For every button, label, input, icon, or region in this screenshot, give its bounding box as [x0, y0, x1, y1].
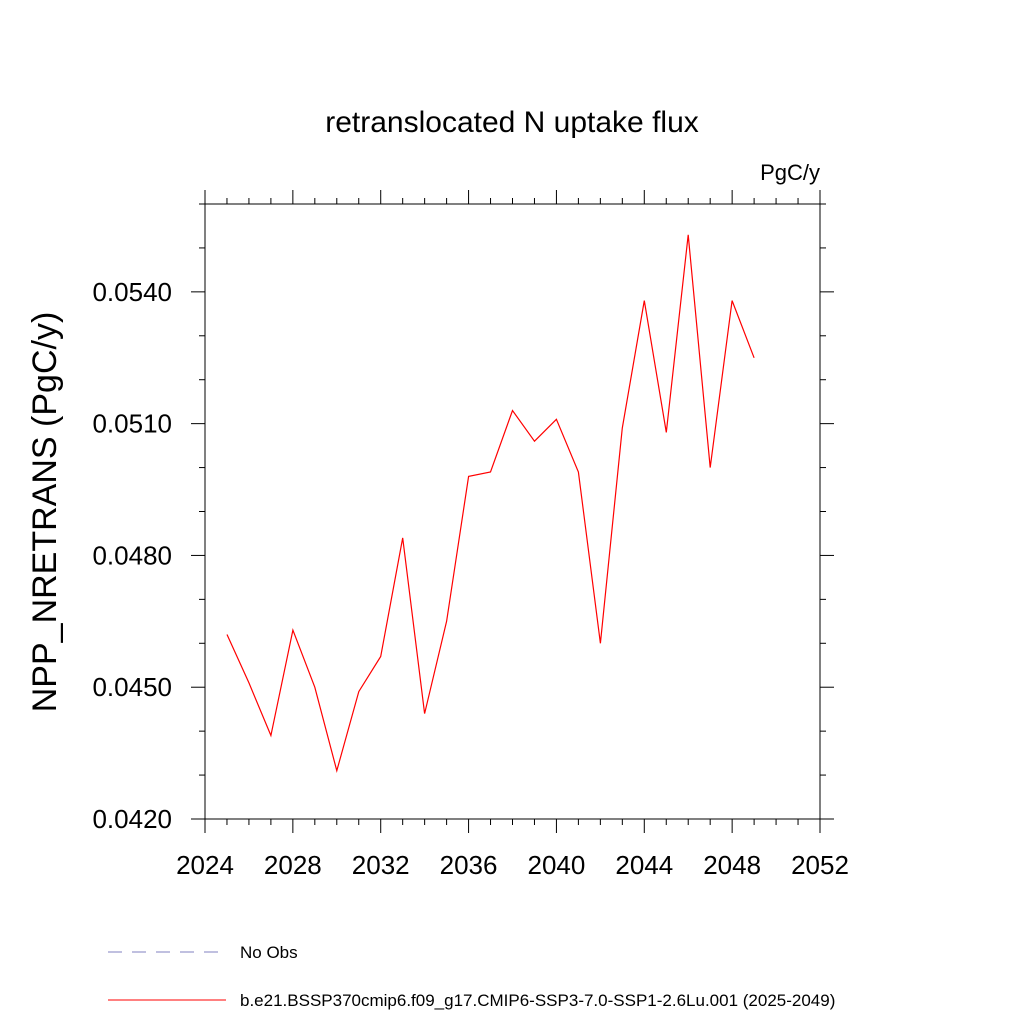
y-axis-label: NPP_NRETRANS (PgC/y) [26, 312, 64, 713]
tick-labels: 2024 2028 2032 2036 2040 2044 2048 2052 0.0420 0.… [92, 277, 848, 880]
y-tick-label: 0.0450 [92, 672, 172, 702]
x-tick-label: 2032 [352, 850, 410, 880]
x-tick-label: 2036 [440, 850, 498, 880]
legend-label: b.e21.BSSP370cmip6.f09_g17.CMIP6-SSP3-7.… [240, 991, 835, 1010]
y-tick-label: 0.0420 [92, 804, 172, 834]
y-tick-label: 0.0480 [92, 540, 172, 570]
x-tick-label: 2040 [528, 850, 586, 880]
x-tick-label: 2048 [703, 850, 761, 880]
x-tick-label: 2052 [791, 850, 849, 880]
plot-frame [204, 203, 821, 820]
y-tick-label: 0.0540 [92, 277, 172, 307]
axis-ticks [191, 190, 834, 833]
legend: No Obs b.e21.BSSP370cmip6.f09_g17.CMIP6-S… [108, 943, 835, 1010]
x-tick-label: 2028 [264, 850, 322, 880]
x-tick-label: 2024 [176, 850, 234, 880]
y-tick-label: 0.0510 [92, 409, 172, 439]
series-line [226, 234, 755, 773]
series-lines [226, 234, 755, 773]
legend-label: No Obs [240, 943, 298, 962]
x-tick-label: 2044 [615, 850, 673, 880]
chart-title: retranslocated N uptake flux [325, 106, 699, 139]
units-label: PgC/y [760, 160, 820, 185]
